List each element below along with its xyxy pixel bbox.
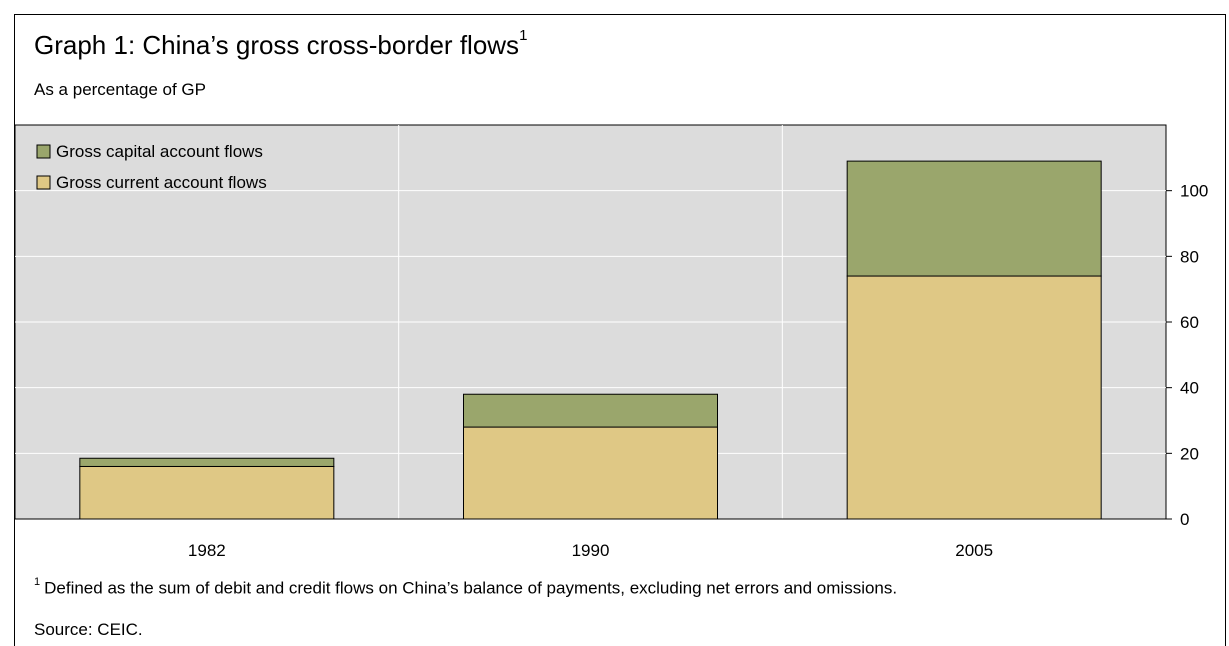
chart-title: Graph 1: China’s gross cross-border flow… bbox=[34, 27, 528, 60]
bars bbox=[79, 160, 1102, 520]
y-tick-label: 80 bbox=[1180, 247, 1199, 266]
bar-current-2005 bbox=[846, 275, 1102, 520]
y-tick-label: 0 bbox=[1180, 510, 1189, 529]
y-axis-ticks: 0 20 40 60 80 100 bbox=[1166, 182, 1208, 529]
bar-current-1982 bbox=[79, 465, 335, 520]
x-tick-label: 2005 bbox=[955, 541, 993, 560]
x-axis-ticks: 1982 1990 2005 bbox=[188, 541, 993, 560]
legend-label: Gross capital account flows bbox=[56, 142, 263, 161]
y-tick-label: 40 bbox=[1180, 379, 1199, 398]
source-note: Source: CEIC. bbox=[34, 620, 143, 639]
footnote: 1 Defined as the sum of debit and credit … bbox=[34, 576, 898, 598]
legend-swatch bbox=[36, 175, 51, 190]
x-tick-label: 1990 bbox=[572, 541, 610, 560]
y-tick-label: 20 bbox=[1180, 444, 1199, 463]
bar-capital-2005 bbox=[846, 160, 1102, 277]
y-tick-label: 100 bbox=[1180, 182, 1208, 201]
legend-swatch bbox=[36, 144, 51, 159]
legend-label: Gross current account flows bbox=[56, 173, 267, 192]
chart-subtitle: As a percentage of GP bbox=[34, 80, 206, 99]
bar-capital-1982 bbox=[79, 457, 335, 467]
bar-capital-1990 bbox=[463, 393, 718, 428]
bar-current-1990 bbox=[463, 426, 718, 520]
x-tick-label: 1982 bbox=[188, 541, 226, 560]
y-tick-label: 60 bbox=[1180, 313, 1199, 332]
legend: Gross capital account flows Gross current… bbox=[36, 142, 267, 192]
